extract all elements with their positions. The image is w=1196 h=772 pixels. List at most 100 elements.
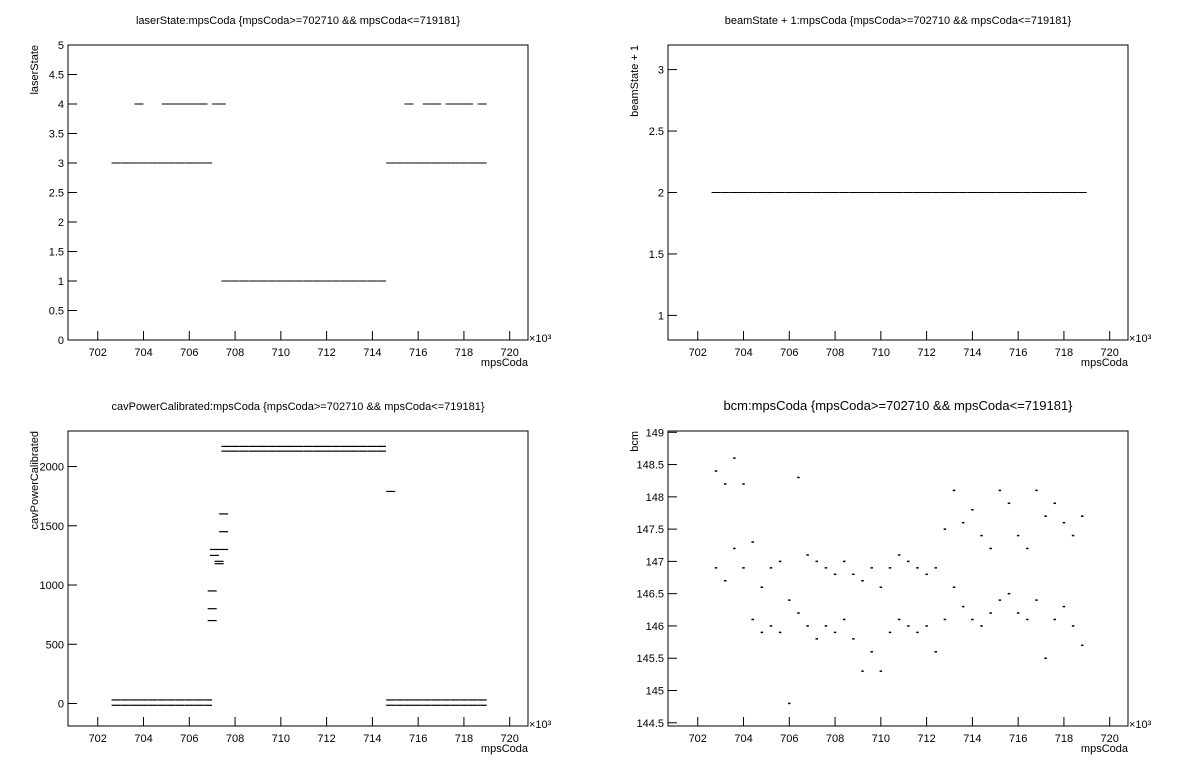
point bbox=[349, 280, 359, 282]
point bbox=[903, 192, 913, 193]
point bbox=[833, 573, 837, 576]
point bbox=[386, 699, 396, 701]
x-tick-label: 714 bbox=[363, 347, 381, 359]
x-tick-label: 720 bbox=[501, 347, 519, 359]
x-axis-label: mpsCoda bbox=[1081, 357, 1129, 369]
point bbox=[916, 567, 919, 569]
point bbox=[803, 192, 813, 193]
point bbox=[1004, 192, 1014, 193]
point bbox=[1080, 515, 1084, 517]
point bbox=[1016, 612, 1020, 614]
point bbox=[331, 450, 341, 452]
point bbox=[413, 704, 423, 706]
point bbox=[367, 450, 377, 452]
point bbox=[248, 445, 258, 448]
point bbox=[303, 280, 313, 282]
point bbox=[395, 162, 405, 164]
point bbox=[129, 699, 139, 701]
point bbox=[331, 445, 341, 448]
chart-title: laserState:mpsCoda {mpsCoda>=702710 && m… bbox=[136, 15, 460, 27]
point bbox=[267, 450, 277, 452]
point bbox=[221, 450, 231, 452]
point bbox=[422, 704, 432, 706]
point bbox=[441, 162, 451, 164]
point bbox=[445, 103, 455, 105]
point bbox=[848, 192, 858, 193]
point bbox=[806, 554, 809, 556]
point bbox=[463, 103, 473, 105]
point bbox=[303, 445, 313, 448]
point bbox=[312, 280, 322, 282]
point bbox=[413, 162, 423, 164]
point bbox=[858, 192, 868, 193]
x-tick-label: 714 bbox=[363, 733, 381, 745]
point bbox=[477, 162, 487, 164]
y-tick-label: 146.5 bbox=[636, 589, 664, 601]
x-tick-label: 712 bbox=[917, 733, 935, 745]
point bbox=[931, 192, 941, 193]
point bbox=[1080, 644, 1084, 647]
point bbox=[1077, 192, 1087, 193]
y-tick-label: 144.5 bbox=[636, 718, 664, 730]
point bbox=[961, 605, 965, 608]
y-tick-label: 1 bbox=[658, 310, 664, 322]
point bbox=[422, 103, 432, 105]
x-tick-label: 702 bbox=[89, 347, 107, 359]
point bbox=[404, 704, 414, 706]
point bbox=[276, 450, 286, 452]
point bbox=[386, 490, 396, 493]
x-axis-label: mpsCoda bbox=[481, 743, 529, 755]
point bbox=[778, 560, 782, 563]
point bbox=[219, 513, 229, 515]
point bbox=[739, 192, 749, 193]
chart-title: beamState + 1:mpsCoda {mpsCoda>=702710 &… bbox=[725, 15, 1072, 27]
point bbox=[1013, 192, 1023, 193]
point bbox=[219, 531, 229, 533]
point bbox=[922, 192, 932, 193]
x-tick-label: 714 bbox=[963, 733, 981, 745]
point bbox=[711, 192, 721, 193]
point bbox=[166, 704, 176, 706]
point bbox=[784, 192, 794, 193]
point bbox=[952, 586, 956, 588]
y-tick-label: 3 bbox=[58, 158, 64, 170]
y-tick-label: 5 bbox=[58, 40, 64, 52]
point bbox=[468, 704, 478, 706]
x-tick-label: 710 bbox=[872, 347, 890, 359]
y-axis-label: cavPowerCalibrated bbox=[29, 431, 41, 529]
point bbox=[294, 280, 304, 282]
point bbox=[175, 704, 185, 706]
y-tick-label: 147 bbox=[646, 556, 664, 568]
point bbox=[207, 590, 217, 592]
x-tick-label: 702 bbox=[689, 733, 707, 745]
point bbox=[459, 704, 469, 706]
point bbox=[212, 103, 222, 105]
point bbox=[340, 450, 350, 452]
point bbox=[422, 162, 432, 164]
point bbox=[477, 103, 487, 105]
y-tick-label: 500 bbox=[46, 639, 64, 651]
point bbox=[129, 162, 139, 164]
point bbox=[751, 618, 754, 621]
y-tick-label: 148.5 bbox=[636, 460, 664, 472]
point bbox=[833, 631, 837, 634]
point bbox=[888, 631, 892, 634]
point bbox=[214, 563, 224, 565]
point bbox=[1071, 534, 1075, 537]
point bbox=[209, 548, 219, 551]
point bbox=[998, 489, 1002, 492]
x-tick-label: 716 bbox=[409, 733, 427, 745]
point bbox=[1044, 515, 1047, 517]
point bbox=[760, 586, 764, 588]
point bbox=[285, 450, 295, 452]
point bbox=[111, 699, 121, 701]
y-tick-label: 0.5 bbox=[49, 306, 64, 318]
point bbox=[468, 699, 478, 701]
x-tick-label: 714 bbox=[963, 347, 981, 359]
point bbox=[431, 162, 441, 164]
point bbox=[441, 699, 451, 701]
point bbox=[1035, 489, 1038, 492]
point bbox=[1007, 592, 1011, 595]
x-tick-label: 706 bbox=[180, 347, 198, 359]
